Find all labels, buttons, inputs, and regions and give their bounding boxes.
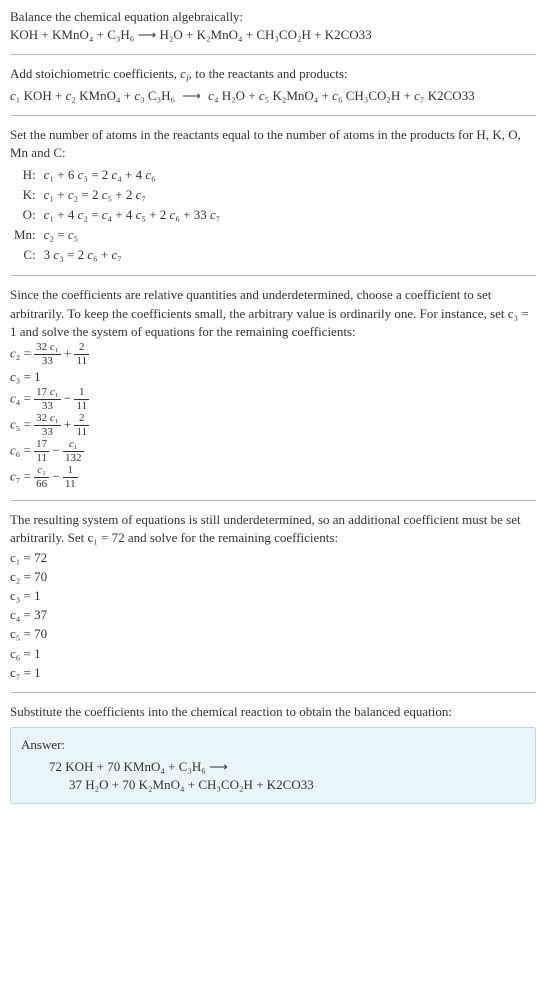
element-equation: c₁ + 6 c₃ = 2 c₄ + 4 c₆ bbox=[40, 165, 225, 185]
element-label: H: bbox=[10, 165, 40, 185]
answer-line2: 37 H₂O + 70 K₂MnO₄ + CH₃CO₂H + K2CO33 bbox=[21, 776, 525, 794]
coef-val: c₇ = 1 bbox=[10, 664, 536, 682]
atoms-section: Set the number of atoms in the reactants… bbox=[10, 126, 536, 265]
resolve-section: The resulting system of equations is sti… bbox=[10, 511, 536, 682]
stoich-equation: c₁ KOH + c₂ KMnO₄ + c₃ C₃H₆ ⟶ c₄ H₂O + c… bbox=[10, 87, 536, 105]
element-equation: c₁ + c₂ = 2 c₅ + 2 c₇ bbox=[40, 185, 225, 205]
answer-box: Answer: 72 KOH + 70 KMnO₄ + C₃H₆ ⟶ 37 H₂… bbox=[10, 727, 536, 804]
table-row: K:c₁ + c₂ = 2 c₅ + 2 c₇ bbox=[10, 185, 224, 205]
element-equation: c₁ + 4 c₂ = c₄ + 4 c₅ + 2 c₆ + 33 c₇ bbox=[40, 205, 225, 225]
stoich-text: Add stoichiometric coefficients, ci, to … bbox=[10, 65, 536, 87]
coef-c7: c₇ = c₁66 − 111 bbox=[10, 465, 536, 490]
element-label: K: bbox=[10, 185, 40, 205]
coef-val: c₂ = 70 bbox=[10, 568, 536, 586]
coef-val: c₁ = 72 bbox=[10, 549, 536, 567]
coef-c2: c₂ = 32 c₁33 + 211 bbox=[10, 342, 536, 367]
atoms-table: H:c₁ + 6 c₃ = 2 c₄ + 4 c₆ K:c₁ + c₂ = 2 … bbox=[10, 165, 224, 266]
final-section: Substitute the coefficients into the che… bbox=[10, 703, 536, 804]
divider bbox=[10, 692, 536, 693]
answer-line1: 72 KOH + 70 KMnO₄ + C₃H₆ ⟶ bbox=[21, 758, 525, 776]
table-row: C:3 c₃ = 2 c₆ + c₇ bbox=[10, 245, 224, 265]
final-text: Substitute the coefficients into the che… bbox=[10, 703, 536, 721]
intro-section: Balance the chemical equation algebraica… bbox=[10, 8, 536, 44]
stoich-section: Add stoichiometric coefficients, ci, to … bbox=[10, 65, 536, 105]
resolve-text: The resulting system of equations is sti… bbox=[10, 511, 536, 547]
coef-c5: c₅ = 32 c₁33 + 211 bbox=[10, 413, 536, 438]
element-equation: 3 c₃ = 2 c₆ + c₇ bbox=[40, 245, 225, 265]
coef-val: c₃ = 1 bbox=[10, 587, 536, 605]
element-label: Mn: bbox=[10, 225, 40, 245]
intro-equation: KOH + KMnO₄ + C₃H₆ ⟶ H₂O + K₂MnO₄ + CH₃C… bbox=[10, 26, 536, 44]
coef-val: c₅ = 70 bbox=[10, 625, 536, 643]
atoms-intro: Set the number of atoms in the reactants… bbox=[10, 126, 536, 162]
element-equation: c₂ = c₅ bbox=[40, 225, 225, 245]
table-row: H:c₁ + 6 c₃ = 2 c₄ + 4 c₆ bbox=[10, 165, 224, 185]
coef-val: c₆ = 1 bbox=[10, 645, 536, 663]
underdetermined-text: Since the coefficients are relative quan… bbox=[10, 286, 536, 341]
divider bbox=[10, 275, 536, 276]
table-row: O:c₁ + 4 c₂ = c₄ + 4 c₅ + 2 c₆ + 33 c₇ bbox=[10, 205, 224, 225]
intro-text: Balance the chemical equation algebraica… bbox=[10, 8, 536, 26]
divider bbox=[10, 115, 536, 116]
coef-val: c₄ = 37 bbox=[10, 606, 536, 624]
coef-c6: c₆ = 1711 − c₁132 bbox=[10, 439, 536, 464]
element-label: O: bbox=[10, 205, 40, 225]
element-label: C: bbox=[10, 245, 40, 265]
coef-c4: c₄ = 17 c₁33 − 111 bbox=[10, 387, 536, 412]
divider bbox=[10, 54, 536, 55]
underdetermined-section: Since the coefficients are relative quan… bbox=[10, 286, 536, 490]
coef-c3: c₃ = 1 bbox=[10, 368, 536, 386]
answer-label: Answer: bbox=[21, 736, 525, 754]
table-row: Mn:c₂ = c₅ bbox=[10, 225, 224, 245]
divider bbox=[10, 500, 536, 501]
